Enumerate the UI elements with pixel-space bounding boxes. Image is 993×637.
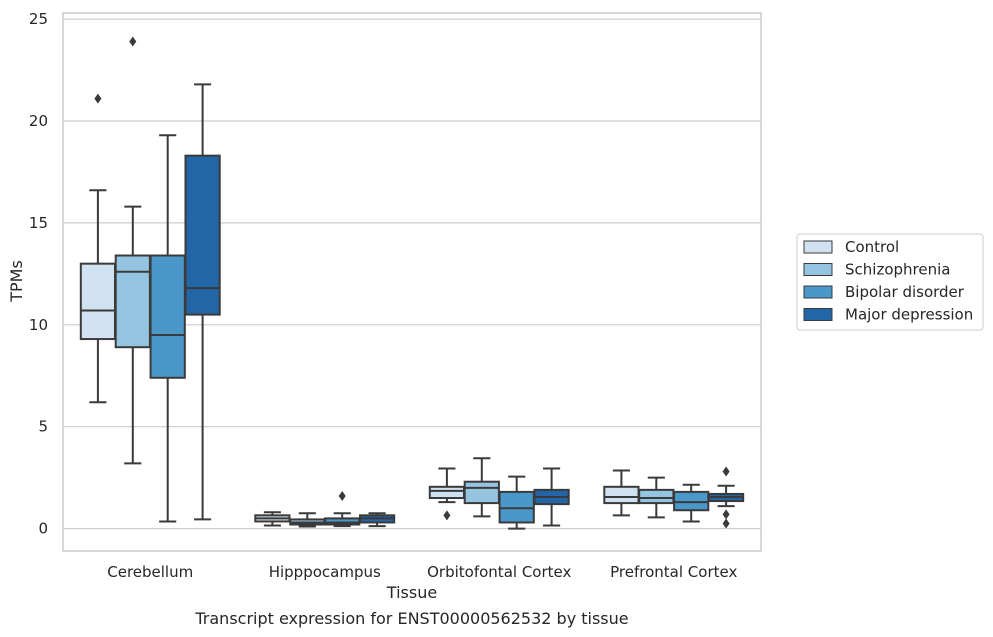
box-major-depression [707, 466, 745, 529]
x-tick-label: Prefrontal Cortex [610, 563, 737, 581]
legend-label: Bipolar disorder [845, 283, 965, 301]
box-major-depression [533, 467, 570, 527]
plot-frame [62, 12, 762, 552]
box-body [114, 254, 151, 349]
legend-swatch [803, 308, 833, 321]
x-tick-labels: Cerebellum Hipppocampus Orbitofontal Corte… [107, 563, 737, 581]
box-schizophrenia [114, 36, 151, 465]
legend-swatch [803, 263, 833, 276]
x-tick-label: Hipppocampus [269, 563, 381, 581]
x-tick-label: Cerebellum [107, 563, 193, 581]
box-bipolar-disorder [324, 490, 361, 528]
box-groups [79, 36, 745, 530]
y-tick-label: 0 [38, 520, 48, 538]
box-body [463, 480, 500, 505]
y-axis-label: TPMs [7, 260, 26, 303]
box-major-depression [358, 512, 396, 528]
box-body [603, 485, 640, 505]
outlier-point [443, 510, 451, 521]
box-body [184, 154, 221, 316]
box-bipolar-disorder [149, 134, 186, 523]
box-body [498, 490, 535, 524]
box-schizophrenia [638, 476, 675, 519]
legend-frame [796, 233, 984, 331]
chart-caption: Transcript expression for ENST0000056253… [194, 609, 628, 628]
legend-label: Schizophrenia [845, 261, 950, 279]
box-major-depression [184, 83, 221, 521]
y-tick-labels: 0 5 10 15 20 25 [29, 10, 48, 537]
x-tick-label: Orbitofontal Cortex [427, 563, 571, 581]
legend: Control Schizophrenia Bipolar disorder Majo… [796, 233, 984, 331]
x-axis-label: Tissue [386, 583, 437, 602]
box-control [254, 511, 291, 527]
outlier-point [722, 466, 730, 477]
legend-swatch [803, 285, 833, 299]
outlier-point [129, 36, 137, 47]
box-bipolar-disorder [673, 483, 710, 523]
box-body [428, 485, 466, 500]
box-body [673, 490, 710, 512]
box-body [149, 254, 186, 379]
outlier-point [94, 93, 102, 104]
y-tick-label: 15 [29, 214, 48, 232]
box-body [638, 488, 675, 505]
outlier-point [722, 518, 730, 529]
legend-label: Major depression [845, 306, 973, 324]
box-body [79, 262, 117, 341]
y-tick-label: 10 [29, 316, 48, 334]
y-tick-label: 25 [29, 10, 48, 28]
legend-label: Control [845, 238, 899, 256]
outlier-point [722, 509, 730, 520]
legend-swatch [803, 240, 833, 254]
y-tick-label: 5 [38, 418, 48, 436]
y-tick-label: 20 [29, 112, 48, 130]
box-bipolar-disorder [498, 475, 535, 530]
outlier-point [338, 490, 346, 501]
box-body [324, 517, 361, 526]
